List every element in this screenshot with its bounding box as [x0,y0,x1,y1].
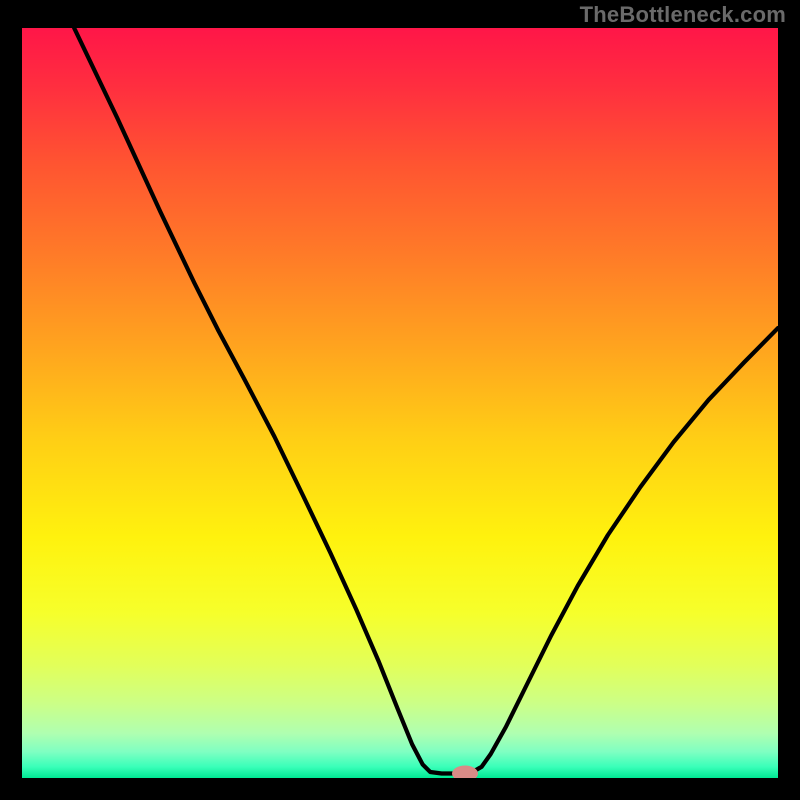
watermark-text: TheBottleneck.com [580,2,786,28]
plot-area [22,28,778,778]
chart-container: TheBottleneck.com [0,0,800,800]
gradient-background [22,28,778,778]
